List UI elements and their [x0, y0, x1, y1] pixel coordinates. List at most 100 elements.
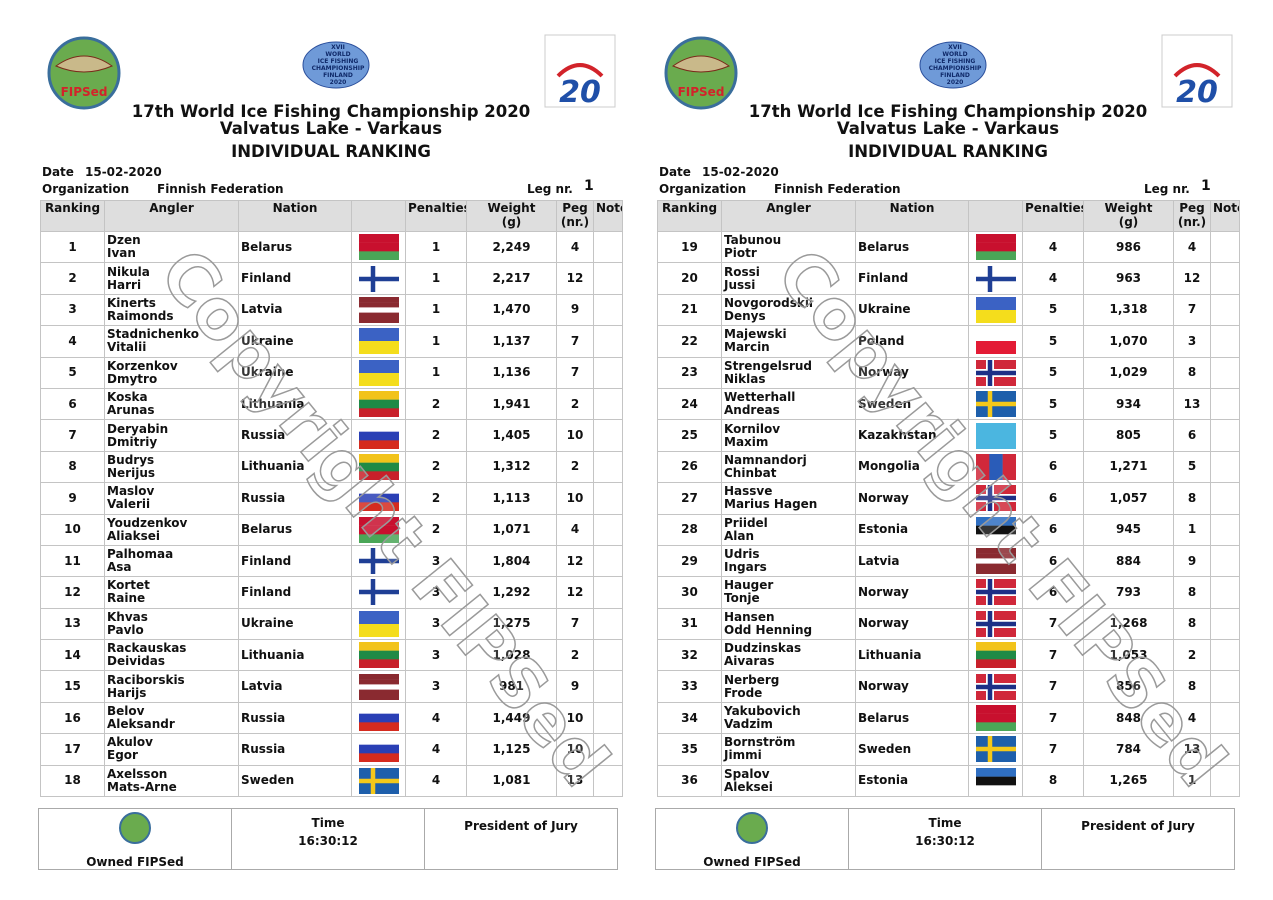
penalties: 2 — [405, 450, 467, 484]
date: 15-02-2020 — [702, 165, 779, 179]
weight: 1,275 — [466, 607, 557, 641]
logo-center-text: WORLD — [325, 51, 350, 58]
logo-right: 20 — [544, 34, 616, 108]
weight: 1,941 — [466, 387, 557, 421]
header-row: Ranking Angler Nation Penalties Weight (g) Peg… — [657, 200, 1240, 232]
rank: 11 — [40, 544, 105, 578]
first-name: Piotr — [724, 246, 757, 261]
first-name: Aleksandr — [107, 717, 175, 732]
first-name: Egor — [107, 748, 138, 763]
footer: Owned FIPSed Time 16:30:12 President of Jur… — [655, 808, 1235, 870]
penalties: 2 — [405, 419, 467, 452]
angler: Maslov Valerii — [104, 482, 239, 515]
angler: Dudzinskas Aivaras — [721, 639, 856, 672]
flag-stripe — [358, 307, 399, 313]
row: 1 Dzen Ivan Belarus 1 2,249 4 — [40, 230, 623, 264]
note — [1210, 293, 1240, 327]
header-cell: Note — [1210, 200, 1240, 232]
flag-stripe — [358, 516, 399, 526]
header-text: Note — [1213, 201, 1239, 216]
rank: 18 — [40, 764, 105, 798]
flag-stripe — [358, 689, 399, 695]
flag-stripe — [975, 234, 1016, 244]
row: 15 Raciborskis Harijs Latvia 3 981 9 — [40, 670, 623, 703]
flag-cell — [351, 356, 406, 389]
note — [1210, 482, 1240, 515]
penalties: 5 — [1022, 387, 1084, 421]
flag-stripe — [358, 251, 399, 261]
flag-stripe — [358, 431, 399, 441]
flag — [975, 548, 1016, 575]
flag-stripe — [358, 234, 399, 244]
surname: Maslov — [107, 484, 155, 499]
surname: Nikula — [107, 264, 150, 279]
date-label: Date — [659, 165, 691, 179]
weight: 1,312 — [466, 450, 557, 484]
note — [593, 450, 623, 484]
first-name: Jimmi — [724, 748, 762, 763]
note — [1210, 701, 1240, 735]
ranking-table: Ranking Angler Nation Penalties Weight (g) Peg… — [657, 200, 1240, 798]
angler: Raciborskis Harijs — [104, 670, 239, 703]
penalties: 5 — [1022, 356, 1084, 389]
surname: Kinerts — [107, 295, 156, 310]
flag — [358, 579, 399, 606]
flag-stripe — [975, 568, 1016, 575]
row: 5 Korzenkov Dmytro Ukraine 1 1,136 7 — [40, 356, 623, 389]
surname: Kornilov — [724, 421, 781, 436]
penalties: 3 — [405, 576, 467, 609]
header-cell: Angler — [104, 200, 239, 232]
weight: 1,265 — [1083, 764, 1174, 798]
flag-stripe — [358, 736, 399, 746]
flag-cell — [968, 670, 1023, 703]
weight: 934 — [1083, 387, 1174, 421]
peg: 12 — [556, 576, 594, 609]
row: 9 Maslov Valerii Russia 2 1,113 10 — [40, 482, 623, 515]
row: 21 Novgorodskii Denys Ukraine 5 1,318 7 — [657, 293, 1240, 327]
header-text: (nr.) — [1177, 215, 1207, 229]
logo-center-text: FINLAND — [940, 72, 970, 79]
note — [1210, 733, 1240, 766]
angler: Wetterhall Andreas — [721, 387, 856, 421]
flag — [975, 296, 1016, 324]
first-name: Vitalii — [107, 340, 147, 355]
logo-center-text: ICE FISHING — [318, 58, 359, 65]
flag-stripe — [975, 650, 1016, 660]
flag-stripe — [358, 372, 399, 386]
flag — [975, 642, 1016, 669]
flag-cell — [968, 513, 1023, 546]
surname: Palhomaa — [107, 547, 174, 562]
first-name: Arunas — [107, 403, 155, 418]
row: 24 Wetterhall Andreas Sweden 5 934 13 — [657, 387, 1240, 421]
peg: 8 — [1173, 356, 1211, 389]
footer-owned: Owned FIPSed — [656, 809, 849, 869]
flag — [358, 485, 399, 512]
first-name: Aleksei — [724, 779, 773, 794]
weight: 1,071 — [466, 513, 557, 546]
rank: 33 — [657, 670, 722, 703]
flag — [358, 391, 399, 418]
flag-cross — [975, 401, 1016, 407]
flag-cell — [351, 482, 406, 515]
first-name: Niklas — [724, 371, 766, 386]
surname: Wetterhall — [724, 390, 796, 405]
surname: Youdzenkov — [107, 515, 188, 530]
header-cell: Peg (nr.) — [1173, 200, 1211, 232]
org-label: Organization — [659, 182, 747, 196]
subtitle: Valvatus Lake - Varkaus — [836, 119, 1060, 138]
title: 17th World Ice Fishing Championship 2020 — [131, 102, 531, 121]
weight: 1,268 — [1083, 607, 1174, 641]
note — [593, 482, 623, 515]
header-text: Peg — [1179, 201, 1205, 216]
surname: Priidel — [724, 515, 768, 530]
first-name: Dmytro — [107, 371, 158, 386]
note — [593, 764, 623, 798]
nation: Lithuania — [238, 387, 352, 421]
flag-stripe — [358, 745, 399, 754]
header-cell: Nation — [238, 200, 352, 232]
peg: 7 — [556, 356, 594, 389]
peg: 10 — [556, 419, 594, 452]
rank: 12 — [40, 576, 105, 609]
